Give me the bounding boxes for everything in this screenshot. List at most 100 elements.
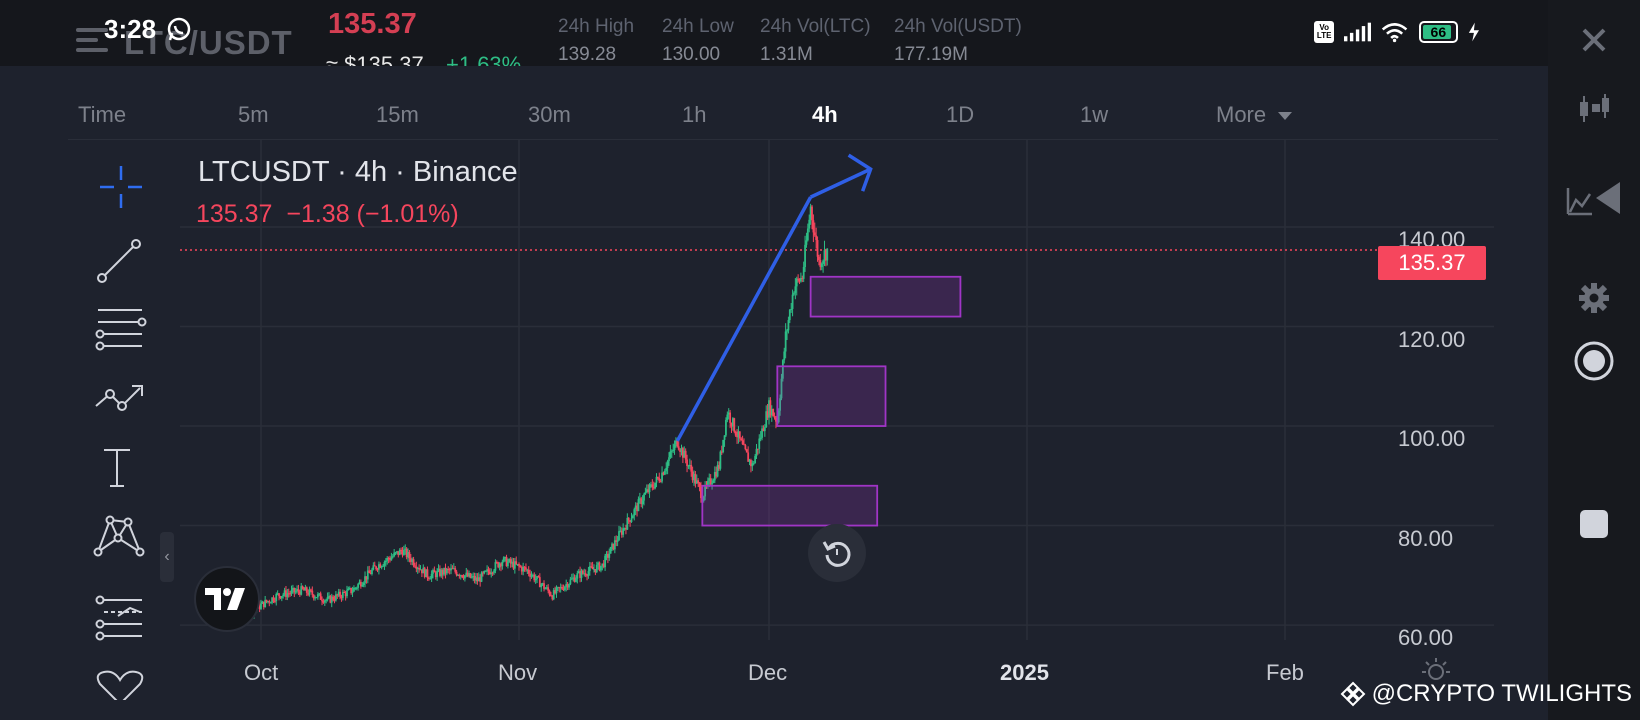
tab-4h[interactable]: 4h: [812, 102, 838, 127]
x-tick-label: Nov: [498, 660, 538, 685]
y-tick-label: 100.00: [1398, 426, 1466, 451]
pattern-icon[interactable]: [90, 510, 150, 566]
candle-body: [311, 590, 314, 595]
support-zone-box: [701, 484, 879, 527]
candle-body: [414, 565, 416, 567]
arrow-head-icon: [847, 153, 873, 192]
pair-title[interactable]: LTC/USDT: [124, 24, 293, 61]
text-tool-icon[interactable]: [90, 442, 150, 498]
candle-body: [616, 540, 619, 542]
candle-body: [654, 482, 657, 489]
y-tick-label: 60.00: [1398, 625, 1454, 650]
candle-body: [335, 594, 337, 601]
battery-icon: 66: [1418, 21, 1459, 43]
candle-body: [480, 572, 483, 582]
candle-body: [479, 577, 482, 582]
candle-body: [555, 587, 558, 594]
candle-body: [597, 562, 600, 566]
candle-body: [570, 578, 573, 580]
tab-1d[interactable]: 1D: [946, 102, 975, 127]
gear-icon[interactable]: [1548, 282, 1640, 314]
path-icon[interactable]: [90, 372, 150, 428]
candle-body: [761, 428, 763, 438]
stat-label-low: 24h Low: [662, 16, 734, 37]
candlestick-icon[interactable]: [1548, 92, 1640, 124]
trend-line: [675, 196, 813, 442]
candle-body: [372, 565, 375, 570]
candle-body: [569, 579, 572, 585]
candle-body: [697, 480, 700, 484]
candle-body: [541, 583, 544, 585]
candle-body: [427, 577, 430, 579]
record-circle-icon[interactable]: [1548, 340, 1640, 382]
candle-body: [734, 431, 737, 436]
candle-body: [543, 583, 545, 589]
candle-body: [700, 486, 702, 499]
candle-body: [702, 496, 705, 501]
candle-body: [800, 278, 802, 282]
menu-icon[interactable]: [76, 26, 108, 54]
settings-sun-icon[interactable]: [1420, 656, 1452, 688]
candle-body: [726, 414, 729, 420]
timeframe-bar: Time 5m 15m 30m 1h 4h 1D 1w More: [68, 96, 1498, 140]
candle-body: [301, 586, 304, 589]
candle-body: [325, 599, 328, 601]
candle-body: [271, 597, 273, 603]
candle-body: [425, 569, 427, 578]
candle-body: [572, 577, 575, 579]
candle-body: [265, 599, 268, 602]
last-price: 135.37: [328, 8, 417, 40]
indicators-collapse-icon[interactable]: [1548, 178, 1640, 218]
candle-body: [373, 565, 376, 567]
collapse-toolbar-button[interactable]: ‹: [160, 532, 174, 582]
candle-body: [304, 587, 307, 591]
candle-body: [795, 278, 798, 287]
candle-body: [725, 419, 727, 436]
candle-body: [673, 444, 676, 451]
candle-body: [348, 587, 351, 589]
favorites-icon[interactable]: [90, 664, 150, 700]
candle-body: [523, 566, 526, 568]
candle-body: [267, 601, 269, 603]
candle-body: [516, 564, 519, 566]
tradingview-logo[interactable]: [194, 566, 260, 632]
candle-body: [598, 562, 601, 571]
status-icons: Vo LTE 66: [1314, 20, 1480, 44]
candle-body: [711, 482, 713, 485]
forecast-icon[interactable]: [90, 594, 150, 650]
candle-body: [655, 476, 658, 483]
candle-body: [620, 530, 623, 535]
candle-body: [561, 586, 563, 589]
stop-square-icon[interactable]: [1548, 508, 1640, 540]
candle-body: [781, 360, 784, 379]
trend-line-icon[interactable]: [90, 234, 150, 290]
tab-30m[interactable]: 30m: [528, 102, 571, 127]
candle-body: [583, 573, 586, 575]
candle-body: [684, 450, 687, 460]
candle-body: [669, 451, 672, 458]
tab-1h[interactable]: 1h: [682, 102, 707, 127]
chart-area[interactable]: [0, 66, 1548, 720]
candle-body: [762, 428, 765, 432]
tab-time[interactable]: Time: [78, 102, 127, 127]
tab-more[interactable]: More: [1216, 102, 1293, 128]
candle-body: [579, 571, 582, 578]
tab-5m[interactable]: 5m: [238, 102, 269, 127]
candle-body: [677, 446, 680, 450]
tab-1w[interactable]: 1w: [1080, 102, 1109, 127]
crosshair-icon[interactable]: [90, 164, 150, 220]
close-icon[interactable]: [1548, 26, 1640, 54]
tab-15m[interactable]: 15m: [376, 102, 419, 127]
candle-body: [502, 557, 505, 562]
candle-body: [745, 449, 748, 453]
fib-lines-icon[interactable]: [90, 304, 150, 360]
candle-body: [619, 530, 622, 532]
candle-body: [731, 418, 734, 427]
candle-body: [483, 570, 486, 574]
candle-body: [638, 498, 641, 500]
candle-body: [716, 465, 719, 477]
candle-body: [790, 308, 793, 310]
reset-chart-button[interactable]: [808, 524, 866, 582]
candle-body: [465, 572, 468, 576]
candle-body: [736, 435, 738, 438]
